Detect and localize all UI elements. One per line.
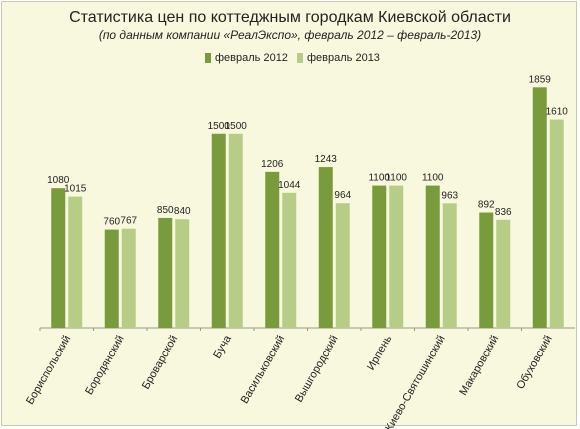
bar-2013 — [175, 219, 190, 328]
category-label: Бородянский — [83, 334, 127, 397]
bar-2012 — [104, 229, 119, 328]
data-label-2013: 963 — [441, 190, 458, 201]
bar-2013 — [442, 203, 457, 328]
data-label-2012: 1500 — [208, 121, 231, 132]
legend-swatch-2013 — [297, 53, 303, 63]
data-label-2012: 892 — [478, 200, 495, 211]
bar-2012 — [211, 133, 226, 328]
legend-item-2013: февраль 2013 — [297, 52, 380, 64]
category-label: Обуховский — [514, 334, 554, 392]
bar-2013 — [335, 203, 350, 328]
legend: февраль 2012 февраль 2013 — [0, 52, 580, 68]
bar-2012 — [372, 185, 387, 328]
legend-label-2012: февраль 2012 — [215, 52, 288, 64]
data-label-2012: 1100 — [368, 173, 390, 184]
data-label-2012: 850 — [157, 205, 174, 216]
data-label-2012: 760 — [103, 217, 120, 228]
data-label-2013: 1044 — [278, 180, 301, 191]
category-label: Киево-Святошинский — [383, 334, 448, 429]
category-label: Макаровский — [457, 334, 501, 398]
data-label-2013: 1015 — [64, 184, 87, 195]
legend-label-2013: февраль 2013 — [307, 52, 380, 64]
bar-2013 — [121, 228, 136, 328]
bar-2013 — [228, 133, 243, 328]
data-label-2013: 1100 — [385, 173, 407, 184]
bar-2013 — [282, 192, 297, 328]
data-label-2012: 1080 — [47, 175, 70, 186]
category-label: Бориспольский — [24, 334, 73, 407]
bar-2012 — [51, 188, 66, 328]
data-label-2012: 1100 — [422, 173, 444, 184]
category-label: Вышгородский — [293, 334, 341, 405]
category-label: Ирпень — [365, 333, 394, 372]
bar-2012 — [532, 87, 547, 329]
chart-title: Статистика цен по коттеджным городкам Ки… — [69, 9, 511, 26]
category-label: Васильковский — [239, 334, 288, 406]
bar-2013 — [549, 119, 564, 329]
data-label-2013: 836 — [495, 207, 512, 218]
data-label-2013: 1500 — [225, 121, 248, 132]
category-label: Броварской — [140, 334, 180, 392]
data-label-2012: 1243 — [315, 154, 338, 165]
data-label-2013: 767 — [120, 216, 137, 227]
bar-2012 — [479, 212, 494, 328]
data-label-2012: 1859 — [529, 74, 552, 85]
legend-swatch-2012 — [205, 53, 211, 63]
bar-2012 — [265, 171, 280, 328]
chart-subtitle: (по данным компании «РеалЭкспо», февраль… — [98, 28, 482, 42]
data-label-2013: 840 — [174, 206, 191, 217]
bar-2013 — [68, 196, 83, 328]
legend-item-2012: февраль 2012 — [205, 52, 288, 64]
data-label-2013: 964 — [334, 190, 351, 201]
category-label: Буча — [211, 333, 234, 361]
bar-2013 — [496, 219, 511, 328]
bar-2012 — [318, 167, 333, 328]
bar-2012 — [158, 217, 173, 328]
data-label-2013: 1610 — [546, 107, 569, 118]
bar-2013 — [389, 185, 404, 328]
bar-2012 — [425, 185, 440, 328]
data-label-2012: 1206 — [261, 159, 284, 170]
